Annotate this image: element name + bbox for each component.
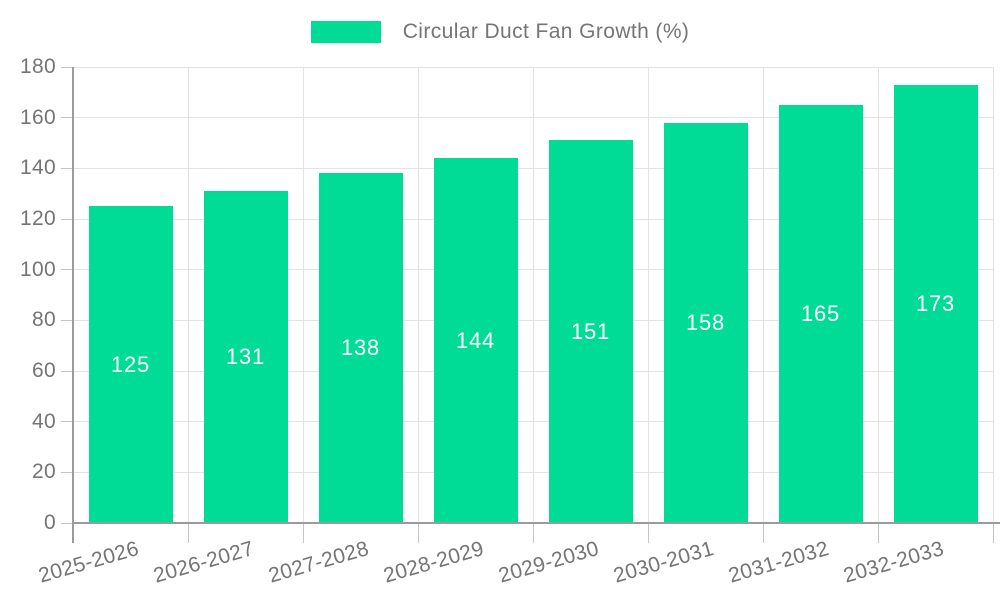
y-tick [61, 471, 73, 473]
y-tick [61, 167, 73, 169]
bar-value-label: 165 [800, 301, 841, 326]
y-axis-label: 160 [20, 105, 56, 129]
bar-value-label: 144 [455, 327, 496, 353]
bar-value-label: 173 [915, 290, 956, 316]
legend-swatch [310, 21, 381, 43]
bar: 158 [663, 122, 748, 523]
x-tick [187, 523, 189, 543]
y-axis-line [72, 67, 74, 543]
y-axis-label: 60 [32, 359, 56, 382]
x-axis-label: 2029-2030 [496, 537, 602, 588]
y-tick [61, 269, 73, 271]
grid-vline [302, 67, 304, 523]
x-tick [877, 523, 879, 543]
y-axis-label: 120 [20, 207, 56, 230]
bar: 125 [88, 206, 173, 523]
x-axis-label: 2025-2026 [36, 537, 142, 588]
x-tick [532, 523, 534, 543]
y-tick [61, 421, 73, 423]
grid-vline [187, 67, 189, 523]
y-tick [61, 218, 73, 220]
x-axis-line [73, 522, 1000, 524]
y-axis-label: 0 [44, 511, 56, 534]
y-tick [61, 117, 73, 119]
x-axis-label: 2031-2032 [726, 537, 832, 588]
bar: 144 [433, 158, 518, 523]
y-axis-label: 20 [32, 460, 56, 484]
y-axis-label: 180 [20, 55, 56, 78]
y-tick [61, 522, 73, 524]
x-axis-label: 2032-2033 [841, 537, 947, 588]
grid-vline [877, 67, 879, 523]
y-axis-label: 140 [20, 156, 56, 180]
x-tick [647, 523, 649, 543]
bar-value-label: 158 [685, 309, 726, 335]
plot-area: 125 131 138 144 151 158 165 173 [73, 66, 994, 523]
grid-vline [647, 67, 649, 523]
legend: Circular Duct Fan Growth (%) [0, 20, 1000, 44]
y-axis-label: 40 [32, 409, 56, 433]
x-tick [992, 523, 994, 543]
x-tick [302, 523, 304, 543]
y-axis-label: 80 [32, 308, 56, 332]
bar: 151 [548, 140, 633, 523]
y-tick [61, 66, 73, 68]
legend-label: Circular Duct Fan Growth (%) [402, 20, 690, 43]
bar-value-label: 151 [570, 318, 611, 344]
grid-vline [417, 67, 419, 523]
grid-vline [992, 67, 994, 523]
y-axis-label: 100 [20, 257, 56, 281]
x-axis-label: 2028-2029 [381, 537, 487, 588]
y-tick [61, 319, 73, 321]
bar: 165 [778, 105, 863, 523]
bar: 138 [318, 173, 403, 523]
bar: 131 [203, 191, 288, 523]
bar: 173 [893, 84, 978, 523]
bar-value-label: 125 [110, 351, 151, 377]
x-axis-label: 2027-2028 [266, 537, 372, 588]
y-tick [61, 370, 73, 372]
bar-value-label: 138 [340, 335, 381, 361]
x-tick [417, 523, 419, 543]
bar-value-label: 131 [225, 344, 266, 370]
grid-vline [762, 67, 764, 523]
grid-vline [532, 67, 534, 523]
x-tick [762, 523, 764, 543]
x-axis-label: 2026-2027 [151, 537, 257, 588]
x-axis-label: 2030-2031 [611, 537, 717, 588]
